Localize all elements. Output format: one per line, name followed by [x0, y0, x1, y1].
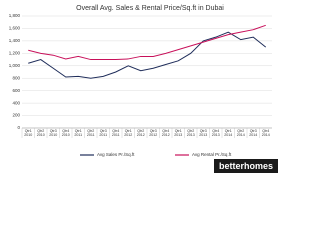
x-tick-label: Qtr2 2013	[186, 129, 195, 138]
x-tick-label: Qtr3 2014	[249, 129, 258, 138]
x-tick-label: Qtr1 2010	[24, 129, 33, 138]
x-tick-label: Qtr1 2011	[74, 129, 83, 138]
x-tick-label: Qtr3 2013	[199, 129, 208, 138]
y-tick-label: 0	[17, 125, 20, 130]
x-tick-label: Qtr4 2011	[111, 129, 120, 138]
x-tick-label: Qtr2 2010	[36, 129, 45, 138]
legend-label: Avg Rental Pr./Sq.ft	[192, 152, 232, 157]
x-tick-label: Qtr3 2011	[99, 129, 108, 138]
y-tick-label: 400	[12, 100, 20, 105]
y-tick-label: 1,400	[9, 38, 21, 43]
y-tick-label: 600	[12, 88, 20, 93]
y-tick-label: 1,600	[9, 26, 21, 31]
chart: Overall Avg. Sales & Rental Price/Sq.ft …	[9, 5, 272, 157]
legend-label: Avg Sales Pr./Sq.ft	[97, 152, 135, 157]
brand-logo: betterhomes	[213, 159, 278, 173]
x-tick-label: Qtr3 2012	[149, 129, 158, 138]
y-tick-label: 1,200	[9, 51, 21, 56]
series-line	[28, 31, 267, 79]
x-tick-label: Qtr2 2011	[86, 129, 95, 138]
chart-page: Overall Avg. Sales & Rental Price/Sq.ft …	[9, 5, 278, 173]
x-tick-label: Qtr3 2010	[49, 129, 58, 138]
y-tick-label: 1,800	[9, 13, 21, 18]
x-tick-label: Qtr4 2010	[61, 129, 70, 138]
y-tick-label: 200	[12, 113, 20, 118]
x-tick-label: Qtr1 2012	[124, 129, 133, 138]
x-tick-label: Qtr1 2013	[174, 129, 183, 138]
x-tick-label: Qtr4 2012	[161, 129, 170, 138]
series-line	[28, 24, 266, 61]
x-tick-label: Qtr4 2013	[211, 129, 220, 138]
x-tick-label: Qtr1 2014	[224, 129, 233, 138]
y-tick-label: 1,000	[9, 63, 21, 68]
x-tick-label: Qtr2 2012	[136, 129, 145, 138]
x-tick-label: Qtr4 2014	[261, 129, 270, 138]
x-tick-label: Qtr2 2014	[236, 129, 245, 138]
chart-title: Overall Avg. Sales & Rental Price/Sq.ft …	[76, 5, 224, 12]
y-tick-label: 800	[12, 75, 20, 80]
